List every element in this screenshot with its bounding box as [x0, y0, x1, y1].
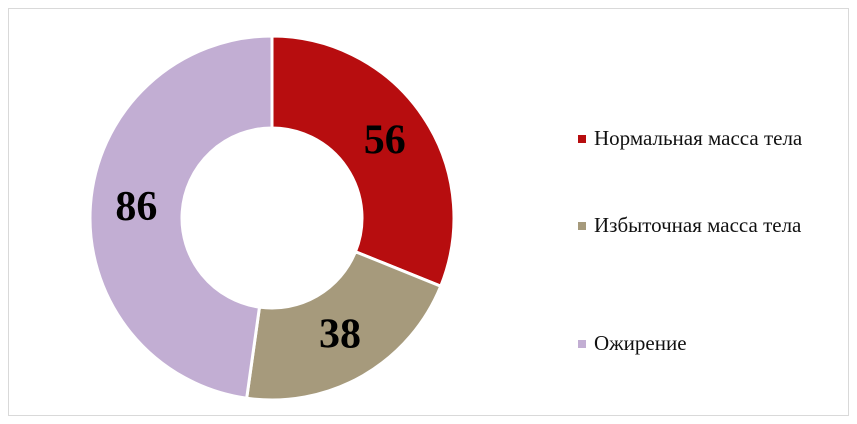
chart-border	[8, 8, 849, 416]
legend-label: Ожирение	[594, 331, 687, 355]
legend-label: Избыточная масса тела	[594, 213, 802, 237]
doughnut-slice	[244, 249, 443, 402]
legend-swatch	[578, 135, 586, 143]
doughnut-slice	[88, 34, 274, 400]
data-label: 56	[364, 118, 406, 164]
legend-item: Избыточная масса тела	[578, 212, 818, 239]
legend-item: Нормальная масса тела	[578, 125, 818, 152]
data-label: 86	[115, 184, 157, 230]
legend-item: Ожирение	[578, 330, 818, 357]
data-label: 38	[319, 311, 361, 357]
legend-swatch	[578, 340, 586, 348]
doughnut-slice	[270, 34, 456, 289]
legend-label: Нормальная масса тела	[594, 126, 803, 150]
legend-swatch	[578, 222, 586, 230]
